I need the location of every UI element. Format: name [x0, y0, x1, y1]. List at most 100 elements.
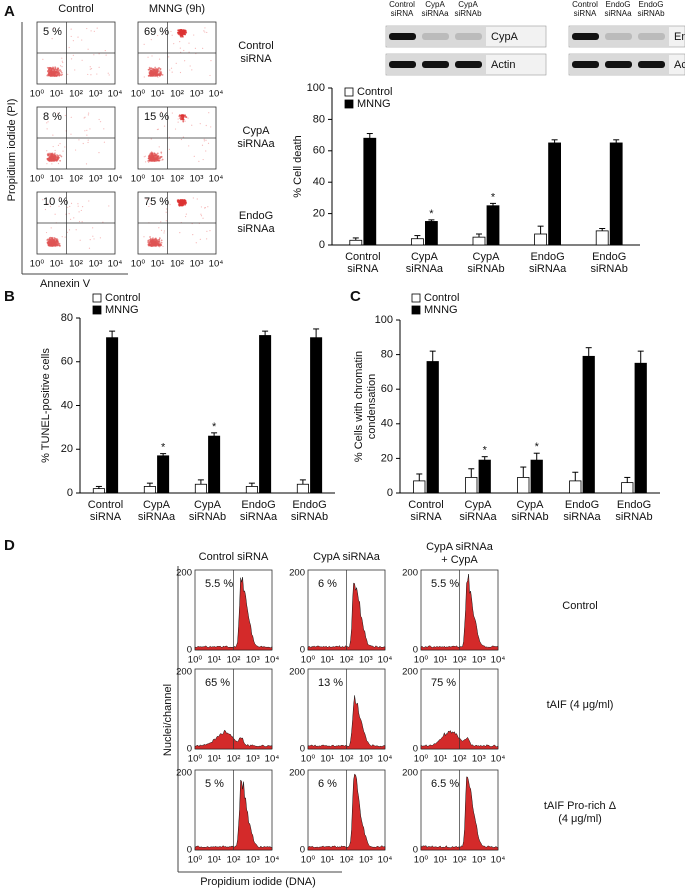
y-tick-label: 100: [307, 82, 325, 94]
tick-label: 0: [187, 845, 192, 856]
percentage: 75 %: [144, 196, 169, 208]
bar: [621, 482, 634, 494]
dot: [164, 32, 166, 34]
tick-label: 10⁴: [209, 89, 224, 100]
tick-label: 10⁰: [131, 174, 146, 185]
dot: [179, 232, 181, 234]
dot: [53, 27, 55, 30]
dot: [89, 66, 91, 68]
dot: [168, 148, 171, 150]
dot: [200, 215, 203, 217]
dot: [185, 215, 187, 218]
x-tick-label: siRNAb: [291, 511, 328, 523]
bar: [245, 486, 258, 494]
dot: [46, 66, 49, 69]
bar: [259, 335, 272, 494]
annotation: *: [535, 441, 540, 453]
dot: [53, 159, 56, 161]
dot: [170, 67, 173, 69]
dot: [205, 139, 207, 141]
tick-label: 10³: [472, 655, 486, 666]
dot: [194, 47, 197, 49]
x-tick-label: siRNAa: [240, 511, 278, 523]
x-tick-label: EndoG: [241, 499, 275, 511]
dot: [69, 218, 72, 220]
tick-label: 10²: [227, 855, 241, 866]
dot: [160, 221, 162, 223]
dot: [181, 29, 184, 32]
dot: [55, 157, 57, 159]
dot: [147, 244, 150, 247]
band: [389, 33, 416, 40]
tick-label: 10¹: [320, 754, 334, 765]
bar: [92, 488, 105, 494]
y-tick-label: 100: [375, 314, 393, 326]
bar: [486, 205, 500, 246]
legend-label: Control: [105, 292, 140, 304]
tick-label: 0: [413, 744, 418, 755]
dot: [156, 74, 159, 77]
dot: [51, 241, 54, 244]
tick-label: 10⁰: [131, 259, 146, 270]
dot: [204, 31, 206, 33]
tick-label: 200: [402, 667, 418, 678]
dot: [58, 242, 61, 245]
dot: [59, 143, 61, 145]
dot: [149, 152, 152, 155]
tick-label: 10²: [340, 754, 354, 765]
dot: [86, 27, 88, 30]
tick-label: 10¹: [320, 655, 334, 666]
x-tick-label: EndoG: [530, 251, 564, 263]
dot: [204, 27, 206, 29]
bar: [582, 355, 595, 494]
tick-label: 10³: [246, 855, 260, 866]
bar: [569, 480, 582, 494]
dot: [61, 57, 63, 59]
dot: [180, 34, 182, 37]
dot: [180, 138, 183, 141]
dot: [182, 201, 185, 203]
dot: [169, 203, 171, 206]
dot: [160, 151, 163, 154]
y-tick-label: 80: [313, 113, 325, 125]
dot: [54, 149, 56, 152]
dot: [195, 242, 197, 244]
dot: [158, 238, 161, 241]
dot: [55, 73, 57, 75]
dot: [51, 158, 54, 161]
tick-label: 10⁰: [30, 174, 45, 185]
x-tick-label: CypA: [194, 499, 222, 511]
dot: [165, 211, 167, 213]
dot: [160, 153, 162, 155]
dot: [177, 32, 179, 34]
tick-label: 10²: [69, 174, 83, 185]
dot: [103, 128, 105, 130]
dot: [103, 141, 106, 143]
y-tick-label: 80: [381, 349, 393, 361]
tick-label: 10¹: [151, 259, 165, 270]
histogram: [307, 582, 386, 651]
dot: [58, 244, 61, 247]
dot: [60, 155, 63, 158]
tick-label: 0: [187, 645, 192, 656]
dot: [143, 43, 145, 45]
tick-label: 10²: [453, 754, 467, 765]
panel-label: A: [4, 3, 15, 20]
tick-label: 200: [402, 568, 418, 579]
lane-label: siRNAa: [421, 9, 449, 18]
dot: [184, 114, 187, 117]
dot: [53, 71, 56, 73]
dot: [184, 31, 186, 34]
y-tick-label: 0: [319, 239, 325, 251]
dot: [157, 159, 160, 162]
y-tick-label: 0: [387, 487, 393, 499]
tick-label: 10⁴: [491, 754, 506, 765]
dot: [53, 236, 56, 239]
dot: [149, 203, 151, 205]
lane-label: EndoG: [639, 0, 664, 9]
dot: [72, 54, 74, 56]
dot: [150, 70, 153, 72]
bar: [410, 238, 424, 246]
tick-label: 10¹: [433, 655, 447, 666]
bar: [106, 337, 119, 494]
